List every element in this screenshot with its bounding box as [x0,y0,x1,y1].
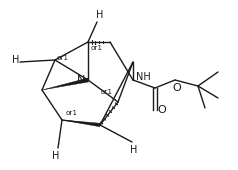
Text: or1: or1 [66,110,78,116]
Text: H: H [52,151,60,161]
Text: NH: NH [136,72,151,82]
Text: N: N [77,75,85,85]
Polygon shape [62,120,100,127]
Polygon shape [42,78,89,90]
Text: O: O [158,105,166,115]
Text: H: H [12,55,20,65]
Text: or1: or1 [101,89,113,95]
Text: or1: or1 [57,55,69,61]
Text: O: O [173,83,181,93]
Text: H: H [130,145,138,155]
Text: or1: or1 [91,45,103,51]
Text: H: H [96,10,104,20]
